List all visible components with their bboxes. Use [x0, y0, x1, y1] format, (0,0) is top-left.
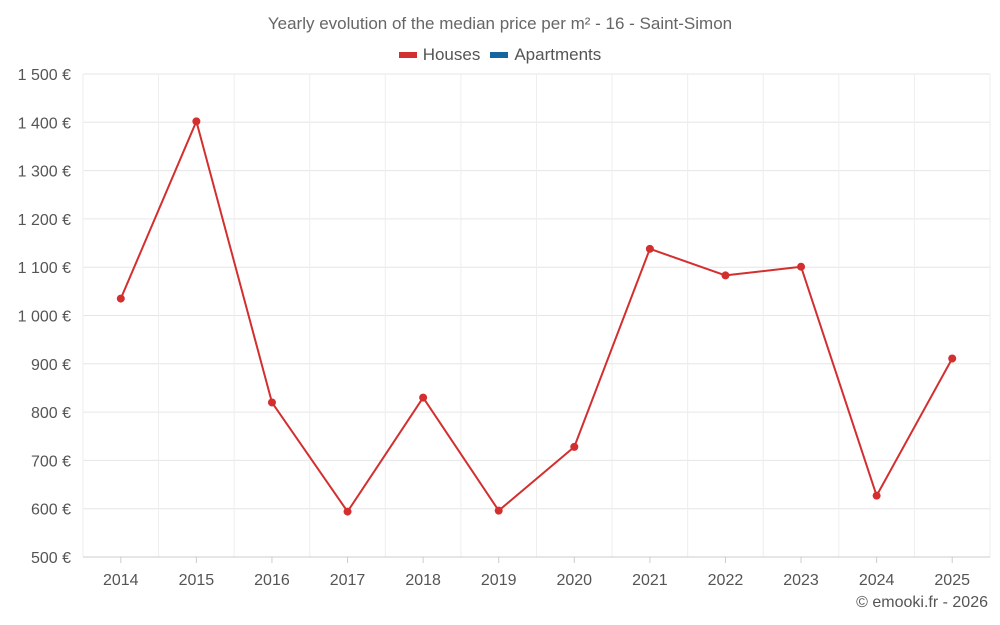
x-tick-label: 2021 [632, 572, 668, 589]
y-tick-label: 500 € [31, 550, 71, 567]
x-tick-label: 2016 [254, 572, 290, 589]
legend-label-houses: Houses [422, 45, 481, 64]
y-tick-label: 1 100 € [18, 260, 71, 277]
series-line-houses [119, 120, 954, 513]
data-point [494, 506, 503, 515]
x-tick-label: 2022 [708, 572, 744, 589]
data-point [721, 271, 730, 280]
x-tick-label: 2024 [859, 572, 895, 589]
x-tick-label: 2020 [556, 572, 592, 589]
x-tick-label: 2017 [330, 572, 366, 589]
data-point [797, 262, 806, 271]
y-tick-label: 800 € [31, 405, 71, 422]
data-point [192, 117, 201, 126]
y-tick-label: 1 500 € [18, 67, 71, 84]
legend-swatch-apartments [490, 52, 509, 58]
data-point [872, 491, 881, 500]
y-tick-label: 700 € [31, 453, 71, 470]
copyright-credit: © emooki.fr - 2026 [856, 594, 988, 611]
data-point [570, 442, 579, 451]
data-point [948, 354, 957, 363]
data-point [267, 398, 276, 407]
data-point [419, 393, 428, 402]
legend-item-apartments[interactable]: Apartments [490, 45, 601, 65]
y-tick-label: 900 € [31, 357, 71, 374]
y-tick-label: 600 € [31, 502, 71, 519]
legend-label-apartments: Apartments [514, 45, 602, 64]
x-tick-label: 2015 [179, 572, 215, 589]
y-tick-label: 1 200 € [18, 212, 71, 229]
data-point [645, 244, 654, 253]
x-tick-label: 2023 [783, 572, 819, 589]
x-tick-label: 2025 [934, 572, 970, 589]
data-point [116, 294, 125, 303]
legend: Houses Apartments [0, 45, 1000, 65]
y-tick-label: 1 400 € [18, 115, 71, 132]
chart-title: Yearly evolution of the median price per… [267, 14, 733, 33]
legend-swatch-houses [398, 52, 417, 58]
x-tick-label: 2018 [405, 572, 441, 589]
x-tick-label: 2014 [103, 572, 139, 589]
data-point [343, 507, 352, 516]
y-tick-label: 1 300 € [18, 164, 71, 181]
y-tick-label: 1 000 € [18, 309, 71, 326]
legend-item-houses[interactable]: Houses [398, 45, 481, 65]
x-tick-label: 2019 [481, 572, 517, 589]
